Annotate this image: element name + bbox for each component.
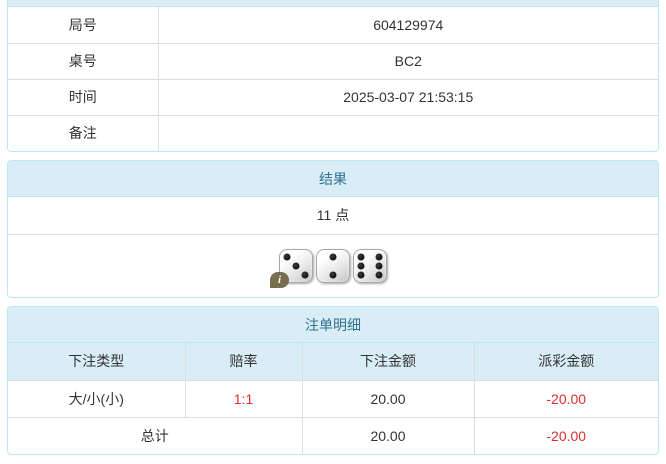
round-info-panel: 局号 604129974 桌号 BC2 时间 2025-03-07 21:53:… [7,0,659,152]
die-pip [292,262,300,270]
bet-type: 大/小(小) [8,380,186,417]
info-badge-icon[interactable]: i [270,272,289,288]
bets-panel: 注单明细 下注类型 赔率 下注金额 派彩金额 大/小(小) 1:1 20.00 … [7,306,659,455]
bet-row: 大/小(小) 1:1 20.00 -20.00 [8,380,658,417]
total-label: 总计 [8,416,303,454]
die-pip [283,253,291,261]
table-id-label: 桌号 [8,42,159,79]
bet-payout: -20.00 [546,390,587,407]
round-info-header [8,0,658,7]
round-id-value: 604129974 [373,16,444,33]
die-pip [357,262,365,270]
result-panel: 结果 11 点 i [7,160,659,298]
round-info-table: 局号 604129974 桌号 BC2 时间 2025-03-07 21:53:… [8,7,658,151]
bets-panel-header: 注单明细 [8,307,658,343]
die-2-icon [316,249,350,283]
die-pip [375,271,383,279]
die-pip [329,253,337,261]
table-row: 备注 [8,114,658,151]
die-pip [301,271,309,279]
die-3-icon: i [270,249,313,288]
result-points: 11 点 [316,207,350,223]
col-odds: 赔率 [185,343,303,381]
total-amount: 20.00 [302,416,475,454]
table-row: 时间 2025-03-07 21:53:15 [8,78,658,115]
result-panel-header: 结果 [8,161,658,197]
die-6-icon [353,249,387,283]
time-label: 时间 [8,78,159,115]
bet-odds: 1:1 [185,380,303,417]
table-id-value: BC2 [158,42,658,79]
round-id-label: 局号 [8,7,159,43]
total-payout: -20.00 [474,416,658,454]
time-value: 2025-03-07 21:53:15 [158,78,658,115]
table-row: 桌号 BC2 [8,42,658,79]
bet-amount: 20.00 [302,380,475,417]
die-pip [329,271,337,279]
col-bet-type: 下注类型 [8,343,186,381]
remark-value [158,114,658,151]
total-row: 总计 20.00 -20.00 [8,416,658,454]
remark-label: 备注 [8,114,159,151]
col-payout-amount: 派彩金额 [474,343,658,381]
die-pip [375,253,383,261]
bets-table: 下注类型 赔率 下注金额 派彩金额 大/小(小) 1:1 20.00 -20.0… [8,343,658,454]
table-row: 局号 604129974 [8,7,658,43]
die-pip [357,253,365,261]
die-pip [357,271,365,279]
bets-header-row: 下注类型 赔率 下注金额 派彩金额 [8,343,658,381]
col-bet-amount: 下注金额 [302,343,475,381]
die-pip [375,262,383,270]
dice-row: i [8,234,658,297]
